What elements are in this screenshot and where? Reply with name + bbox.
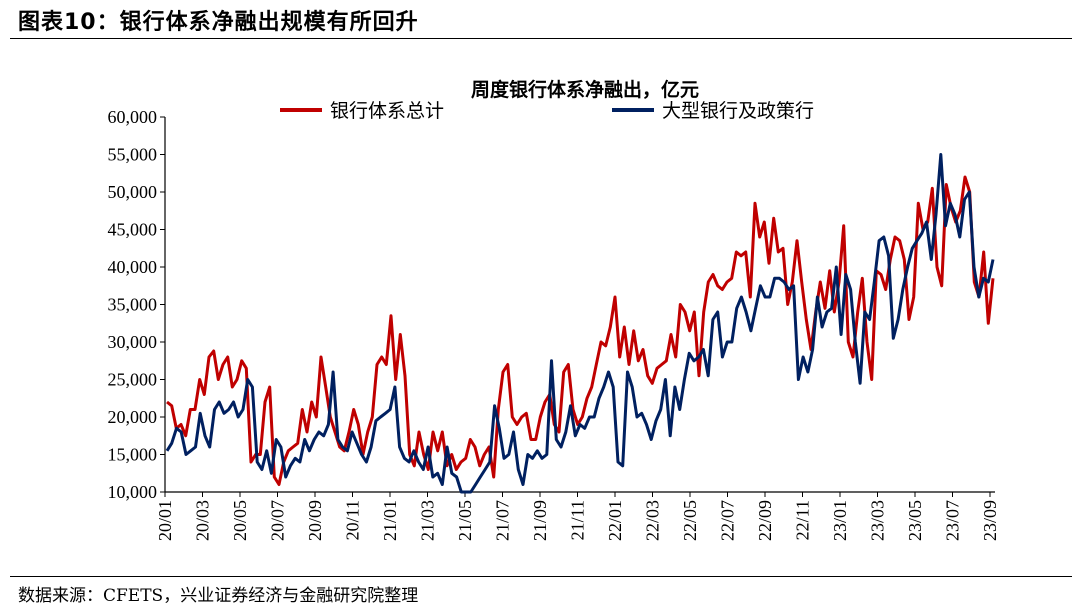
x-tick-label: 21/11: [568, 500, 588, 540]
source-note: 数据来源：CFETS，兴业证券经济与金融研究院整理: [18, 586, 419, 606]
chart-title: 周度银行体系净融出，亿元: [471, 78, 699, 101]
x-tick-label: 22/01: [605, 500, 625, 541]
x-tick-label: 20/01: [155, 500, 175, 541]
y-tick-label: 30,000: [108, 332, 158, 352]
y-tick-label: 10,000: [108, 482, 158, 502]
legend-label-large-banks: 大型银行及政策行: [662, 100, 814, 122]
y-ticks: 10,000 15,000 20,000 25,000 30,000 35,000 40,0…: [108, 107, 165, 502]
top-rule: [10, 38, 1072, 39]
legend-label-total: 银行体系总计: [330, 100, 444, 122]
x-tick-label: 22/05: [680, 500, 700, 541]
x-tick-label: 21/07: [493, 500, 513, 541]
x-tick-label: 20/03: [193, 500, 213, 541]
x-tick-label: 22/07: [718, 500, 738, 541]
legend: 银行体系总计 大型银行及政策行: [280, 100, 814, 122]
x-ticks: 20/01 20/03 20/05 20/07 20/09 20/11 21/01 21/03…: [155, 492, 1000, 541]
line-chart: 周度银行体系净融出，亿元 银行体系总计 大型银行及政策行 10,000 15,00…: [108, 78, 1001, 541]
y-tick-label: 40,000: [108, 257, 158, 277]
x-tick-label: 21/09: [530, 500, 550, 541]
x-tick-label: 23/03: [868, 500, 888, 541]
y-tick-label: 25,000: [108, 370, 158, 390]
y-tick-label: 50,000: [108, 182, 158, 202]
figure-title: 图表10：银行体系净融出规模有所回升: [18, 10, 419, 35]
x-tick-label: 23/07: [943, 500, 963, 541]
x-tick-label: 20/07: [268, 500, 288, 541]
x-tick-label: 23/05: [905, 500, 925, 541]
x-tick-label: 20/05: [230, 500, 250, 541]
y-tick-label: 45,000: [108, 220, 158, 240]
y-tick-label: 20,000: [108, 407, 158, 427]
x-tick-label: 21/01: [380, 500, 400, 541]
y-tick-label: 55,000: [108, 145, 158, 165]
x-tick-label: 22/09: [755, 500, 775, 541]
y-tick-label: 60,000: [108, 107, 158, 127]
x-tick-label: 22/11: [793, 500, 813, 540]
series-line-large-banks: [165, 153, 995, 494]
x-tick-label: 22/03: [643, 500, 663, 541]
x-tick-label: 21/03: [418, 500, 438, 541]
y-tick-label: 15,000: [108, 445, 158, 465]
x-tick-label: 21/05: [455, 500, 475, 541]
x-tick-label: 20/11: [343, 500, 363, 540]
x-tick-label: 20/09: [305, 500, 325, 541]
y-tick-label: 35,000: [108, 295, 158, 315]
x-tick-label: 23/01: [830, 500, 850, 541]
series-line-total: [166, 175, 995, 486]
x-tick-label: 23/09: [980, 500, 1000, 541]
bottom-rule: [10, 576, 1072, 577]
